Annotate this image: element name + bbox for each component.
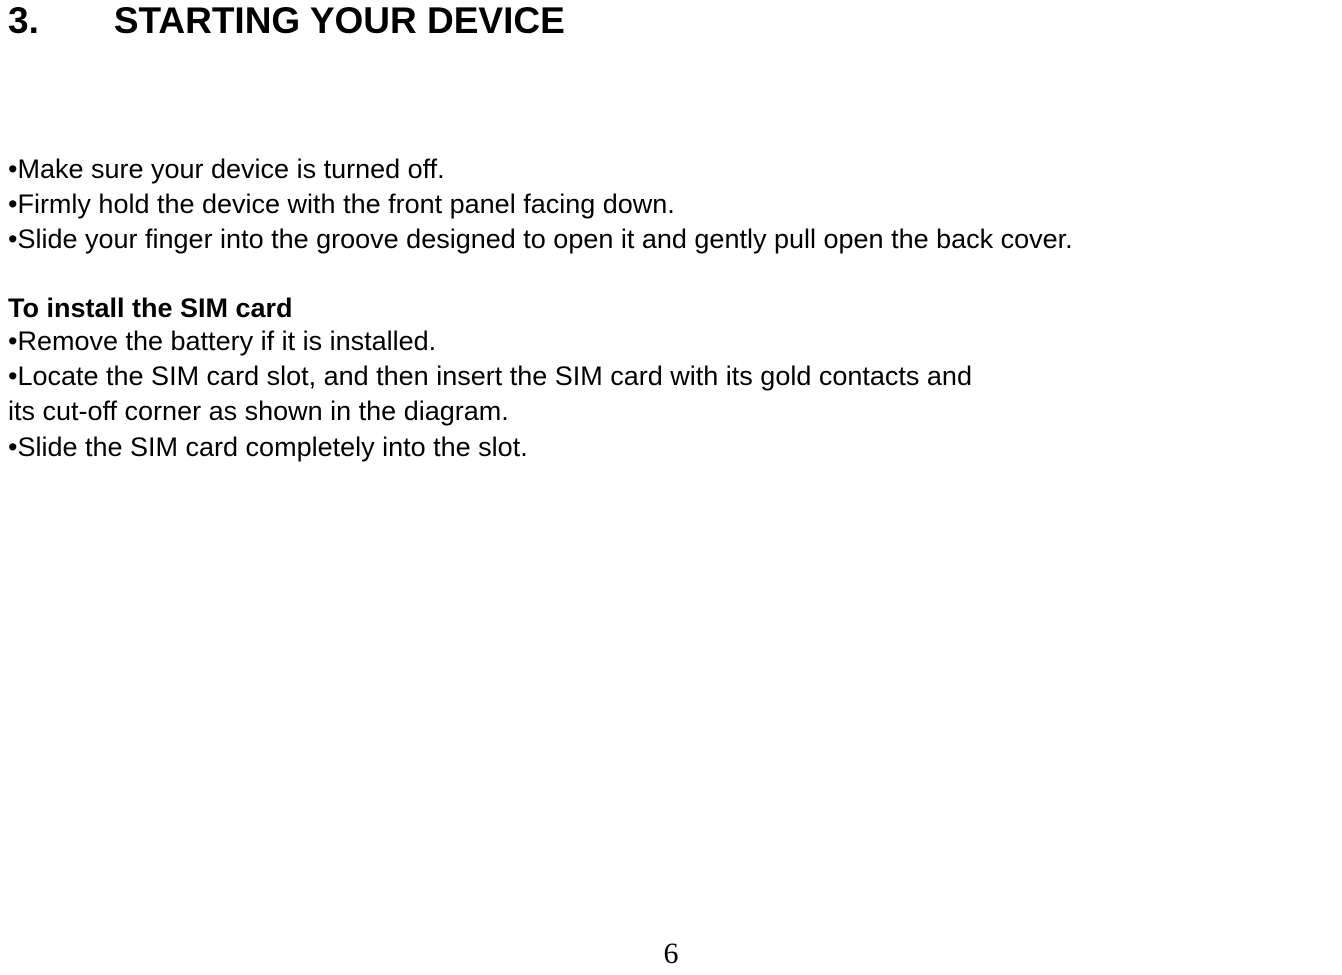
intro-item-3: •Slide your finger into the groove desig…	[8, 222, 1334, 257]
intro-list: •Make sure your device is turned off. •F…	[8, 152, 1334, 257]
sim-item-1: •Remove the battery if it is installed.	[8, 324, 1334, 359]
sim-heading: To install the SIM card	[8, 293, 1334, 324]
sim-list: •Remove the battery if it is installed. …	[8, 324, 1334, 464]
sim-item-3: •Slide the SIM card completely into the …	[8, 430, 1334, 465]
section-title-text: STARTING YOUR DEVICE	[114, 0, 565, 41]
section-number: 3.	[8, 0, 39, 42]
document-content: 3. STARTING YOUR DEVICE •Make sure your d…	[0, 0, 1342, 465]
section-title: 3. STARTING YOUR DEVICE	[8, 0, 1334, 42]
page-number: 6	[664, 937, 679, 971]
sim-item-2-line1: •Locate the SIM card slot, and then inse…	[8, 359, 1334, 394]
intro-item-1: •Make sure your device is turned off.	[8, 152, 1334, 187]
sim-item-2-line2: its cut-off corner as shown in the diagr…	[8, 394, 1334, 429]
intro-item-2: •Firmly hold the device with the front p…	[8, 187, 1334, 222]
